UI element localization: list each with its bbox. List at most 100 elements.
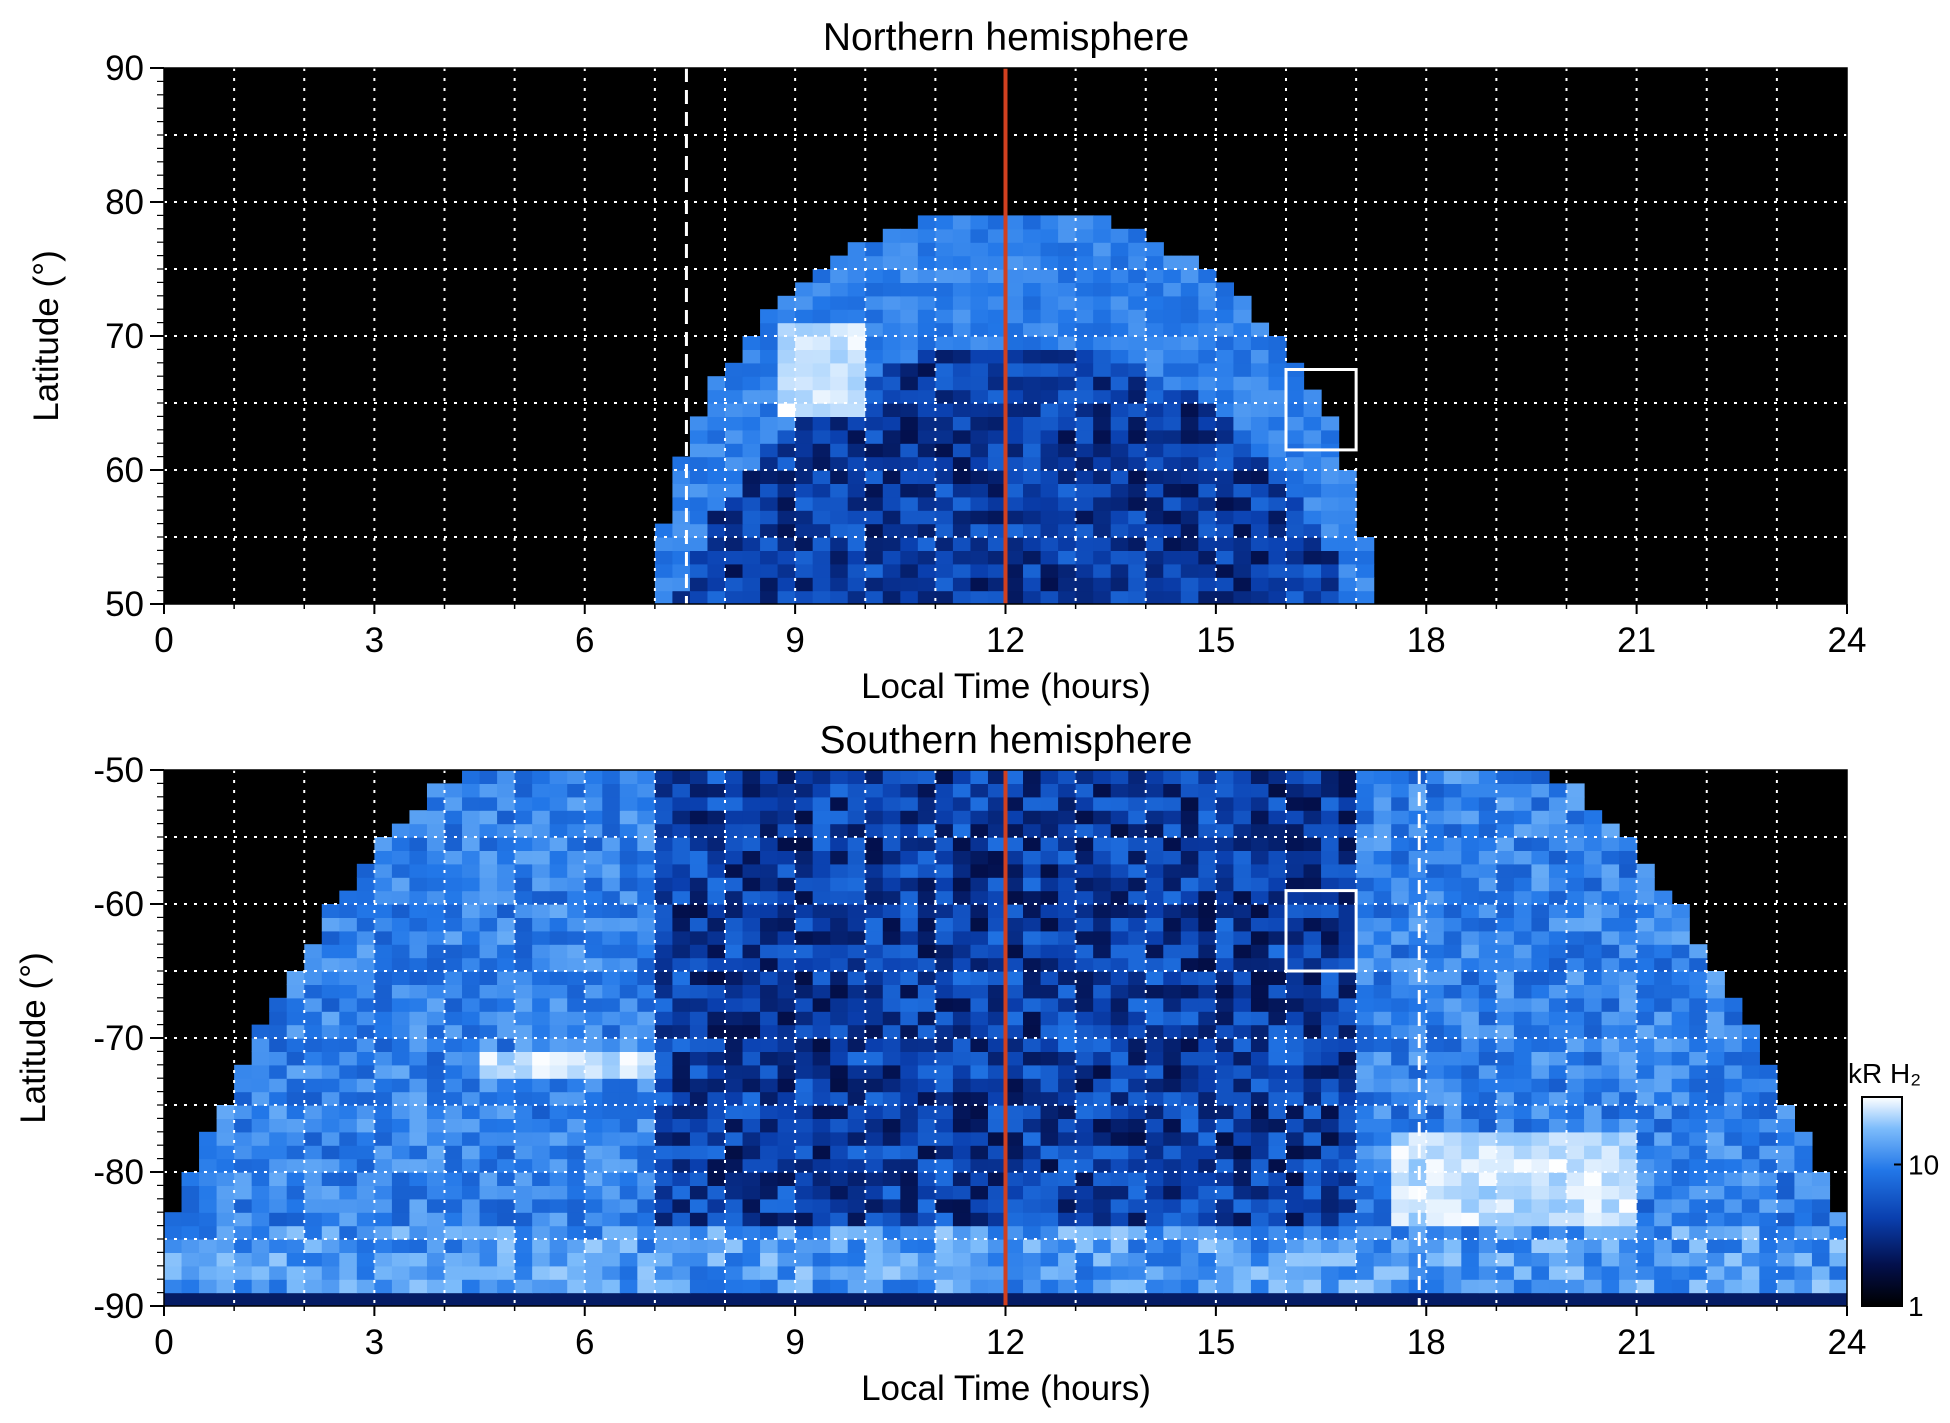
south-cell — [1724, 1038, 1743, 1052]
south-cell — [409, 863, 428, 878]
south-cell — [1058, 957, 1077, 972]
south-cell — [917, 1091, 936, 1106]
south-cell — [409, 1105, 428, 1119]
south-cell — [619, 1198, 638, 1213]
south-cell — [689, 1051, 709, 1066]
south-cell — [549, 1038, 568, 1052]
south-cell — [637, 997, 656, 1012]
north-cell — [707, 483, 726, 498]
south-cell — [269, 1131, 288, 1146]
south-cell — [304, 1091, 323, 1106]
north-cell — [760, 590, 779, 604]
south-cell — [619, 904, 638, 918]
south-cell — [1513, 1225, 1533, 1240]
south-cell — [1776, 1212, 1796, 1227]
south-cell — [760, 997, 779, 1012]
north-cell — [1233, 523, 1252, 538]
north-cell — [1128, 563, 1147, 578]
south-cell — [795, 1064, 814, 1079]
south-cell — [444, 1158, 463, 1173]
south-cell — [1128, 890, 1147, 905]
south-cell — [935, 1105, 954, 1119]
south-cell — [164, 1292, 183, 1306]
south-cell — [1689, 957, 1708, 972]
north-cell — [1180, 389, 1199, 404]
south-cell — [1163, 1239, 1182, 1253]
south-cell — [1601, 877, 1620, 892]
south-cell — [1443, 1011, 1462, 1026]
north-cell — [1058, 416, 1077, 431]
south-cell — [637, 1131, 656, 1146]
south-cell — [1023, 997, 1042, 1012]
south-cell — [1180, 810, 1199, 825]
south-cell — [1531, 1172, 1550, 1186]
north-cell — [865, 376, 884, 391]
south-cell — [1321, 783, 1340, 798]
south-cell — [742, 863, 761, 878]
south-cell — [479, 770, 498, 784]
south-cell — [1496, 1051, 1515, 1066]
south-cell — [725, 770, 744, 784]
south-cell — [444, 1038, 463, 1052]
north-cell — [1023, 470, 1042, 484]
south-cell — [269, 1091, 288, 1106]
north-cell — [865, 523, 884, 538]
south-cell — [1005, 1145, 1024, 1160]
south-cell — [987, 1172, 1007, 1186]
south-cell — [952, 1064, 972, 1079]
south-cell — [900, 1024, 919, 1039]
south-cell — [619, 1011, 638, 1026]
south-cell — [356, 1292, 375, 1306]
south-cell — [1636, 957, 1655, 972]
south-cell — [1619, 997, 1638, 1012]
north-cell — [865, 563, 884, 578]
south-cell — [1286, 890, 1305, 905]
north-cell — [900, 228, 919, 243]
south-cell — [865, 1145, 884, 1160]
south-cell — [865, 1131, 884, 1146]
south-cell — [1513, 957, 1533, 972]
south-cell — [462, 1158, 481, 1173]
south-cell — [1443, 1118, 1462, 1133]
south-cell — [952, 971, 972, 985]
south-cell — [1023, 1051, 1042, 1066]
south-cell — [619, 1038, 638, 1052]
south-cell — [1391, 1158, 1410, 1173]
south-cell — [707, 877, 726, 892]
north-cell — [1040, 443, 1059, 458]
south-cell — [987, 1091, 1007, 1106]
south-cell — [917, 930, 936, 945]
south-cell — [567, 904, 586, 918]
north-cell — [970, 376, 989, 391]
south-cell — [707, 1185, 726, 1200]
north-cell — [1058, 577, 1077, 592]
south-cell — [917, 783, 936, 798]
south-cell — [1093, 1212, 1112, 1227]
south-cell — [935, 1145, 954, 1160]
south-cell — [1478, 930, 1497, 945]
south-cell — [1391, 930, 1410, 945]
south-cell — [1198, 1185, 1217, 1200]
south-cell — [847, 1078, 866, 1093]
north-cell — [1233, 376, 1252, 391]
south-cell — [1426, 1172, 1445, 1186]
south-cell — [1443, 1051, 1462, 1066]
north-cell — [1023, 349, 1042, 364]
north-cell — [812, 563, 831, 578]
south-cell — [444, 850, 463, 865]
south-cell — [1566, 930, 1585, 945]
north-cell — [689, 523, 709, 538]
south-cell — [760, 1051, 779, 1066]
south-cell — [1619, 1064, 1638, 1079]
north-cell — [1005, 510, 1024, 525]
south-cell — [269, 1064, 288, 1079]
north-cell — [1145, 510, 1164, 525]
north-cell — [900, 510, 919, 525]
south-cell — [1005, 863, 1024, 878]
south-cell — [1338, 930, 1357, 945]
south-cell — [1513, 1118, 1533, 1133]
south-cell — [1513, 1198, 1533, 1213]
north-cell — [1005, 496, 1024, 511]
south-cell — [584, 1145, 603, 1160]
south-cell — [760, 904, 779, 918]
